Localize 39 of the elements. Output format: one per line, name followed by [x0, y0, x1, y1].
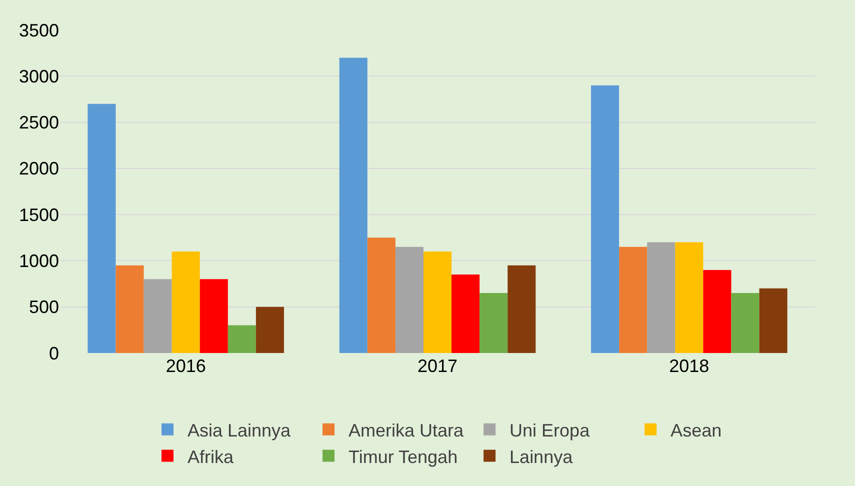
- bar: [228, 325, 256, 353]
- bar: [647, 242, 676, 353]
- legend-label: Uni Eropa: [510, 420, 591, 440]
- y-tick-label: 2500: [18, 112, 59, 133]
- legend-label: Asia Lainnya: [188, 420, 292, 440]
- bar: [759, 288, 788, 353]
- bar: [144, 279, 172, 353]
- legend-label: Amerika Utara: [348, 420, 465, 440]
- bar: [591, 85, 620, 353]
- y-tick-label: 2000: [18, 158, 59, 179]
- bar: [200, 279, 228, 353]
- y-tick-label: 0: [48, 343, 59, 364]
- y-tick-label: 1000: [18, 251, 59, 272]
- bar: [423, 251, 452, 353]
- bar: [172, 251, 200, 353]
- legend-label: Afrika: [188, 446, 234, 467]
- y-tick-label: 1500: [18, 204, 59, 225]
- y-tick-label: 3000: [18, 66, 59, 86]
- bar: [116, 265, 144, 353]
- legend-label: Asean: [670, 420, 722, 440]
- bar: [256, 306, 284, 353]
- bar: [508, 265, 536, 353]
- bar: [675, 242, 704, 353]
- legend-label: Timur Tengah: [348, 446, 458, 467]
- bar: [480, 293, 508, 353]
- bar: [452, 274, 480, 353]
- x-tick-label: 2016: [166, 356, 206, 376]
- y-tick-label: 3500: [18, 20, 59, 40]
- bar: [367, 238, 396, 353]
- bar: [339, 58, 368, 353]
- bar: [731, 293, 760, 353]
- y-tick-label: 500: [28, 297, 59, 318]
- x-tick-label: 2018: [669, 356, 710, 376]
- bar: [395, 246, 424, 353]
- bar: [703, 270, 732, 353]
- bar: [619, 246, 648, 353]
- legend-label: Lainnya: [510, 446, 574, 467]
- x-tick-label: 2017: [417, 356, 458, 376]
- bar: [88, 104, 116, 353]
